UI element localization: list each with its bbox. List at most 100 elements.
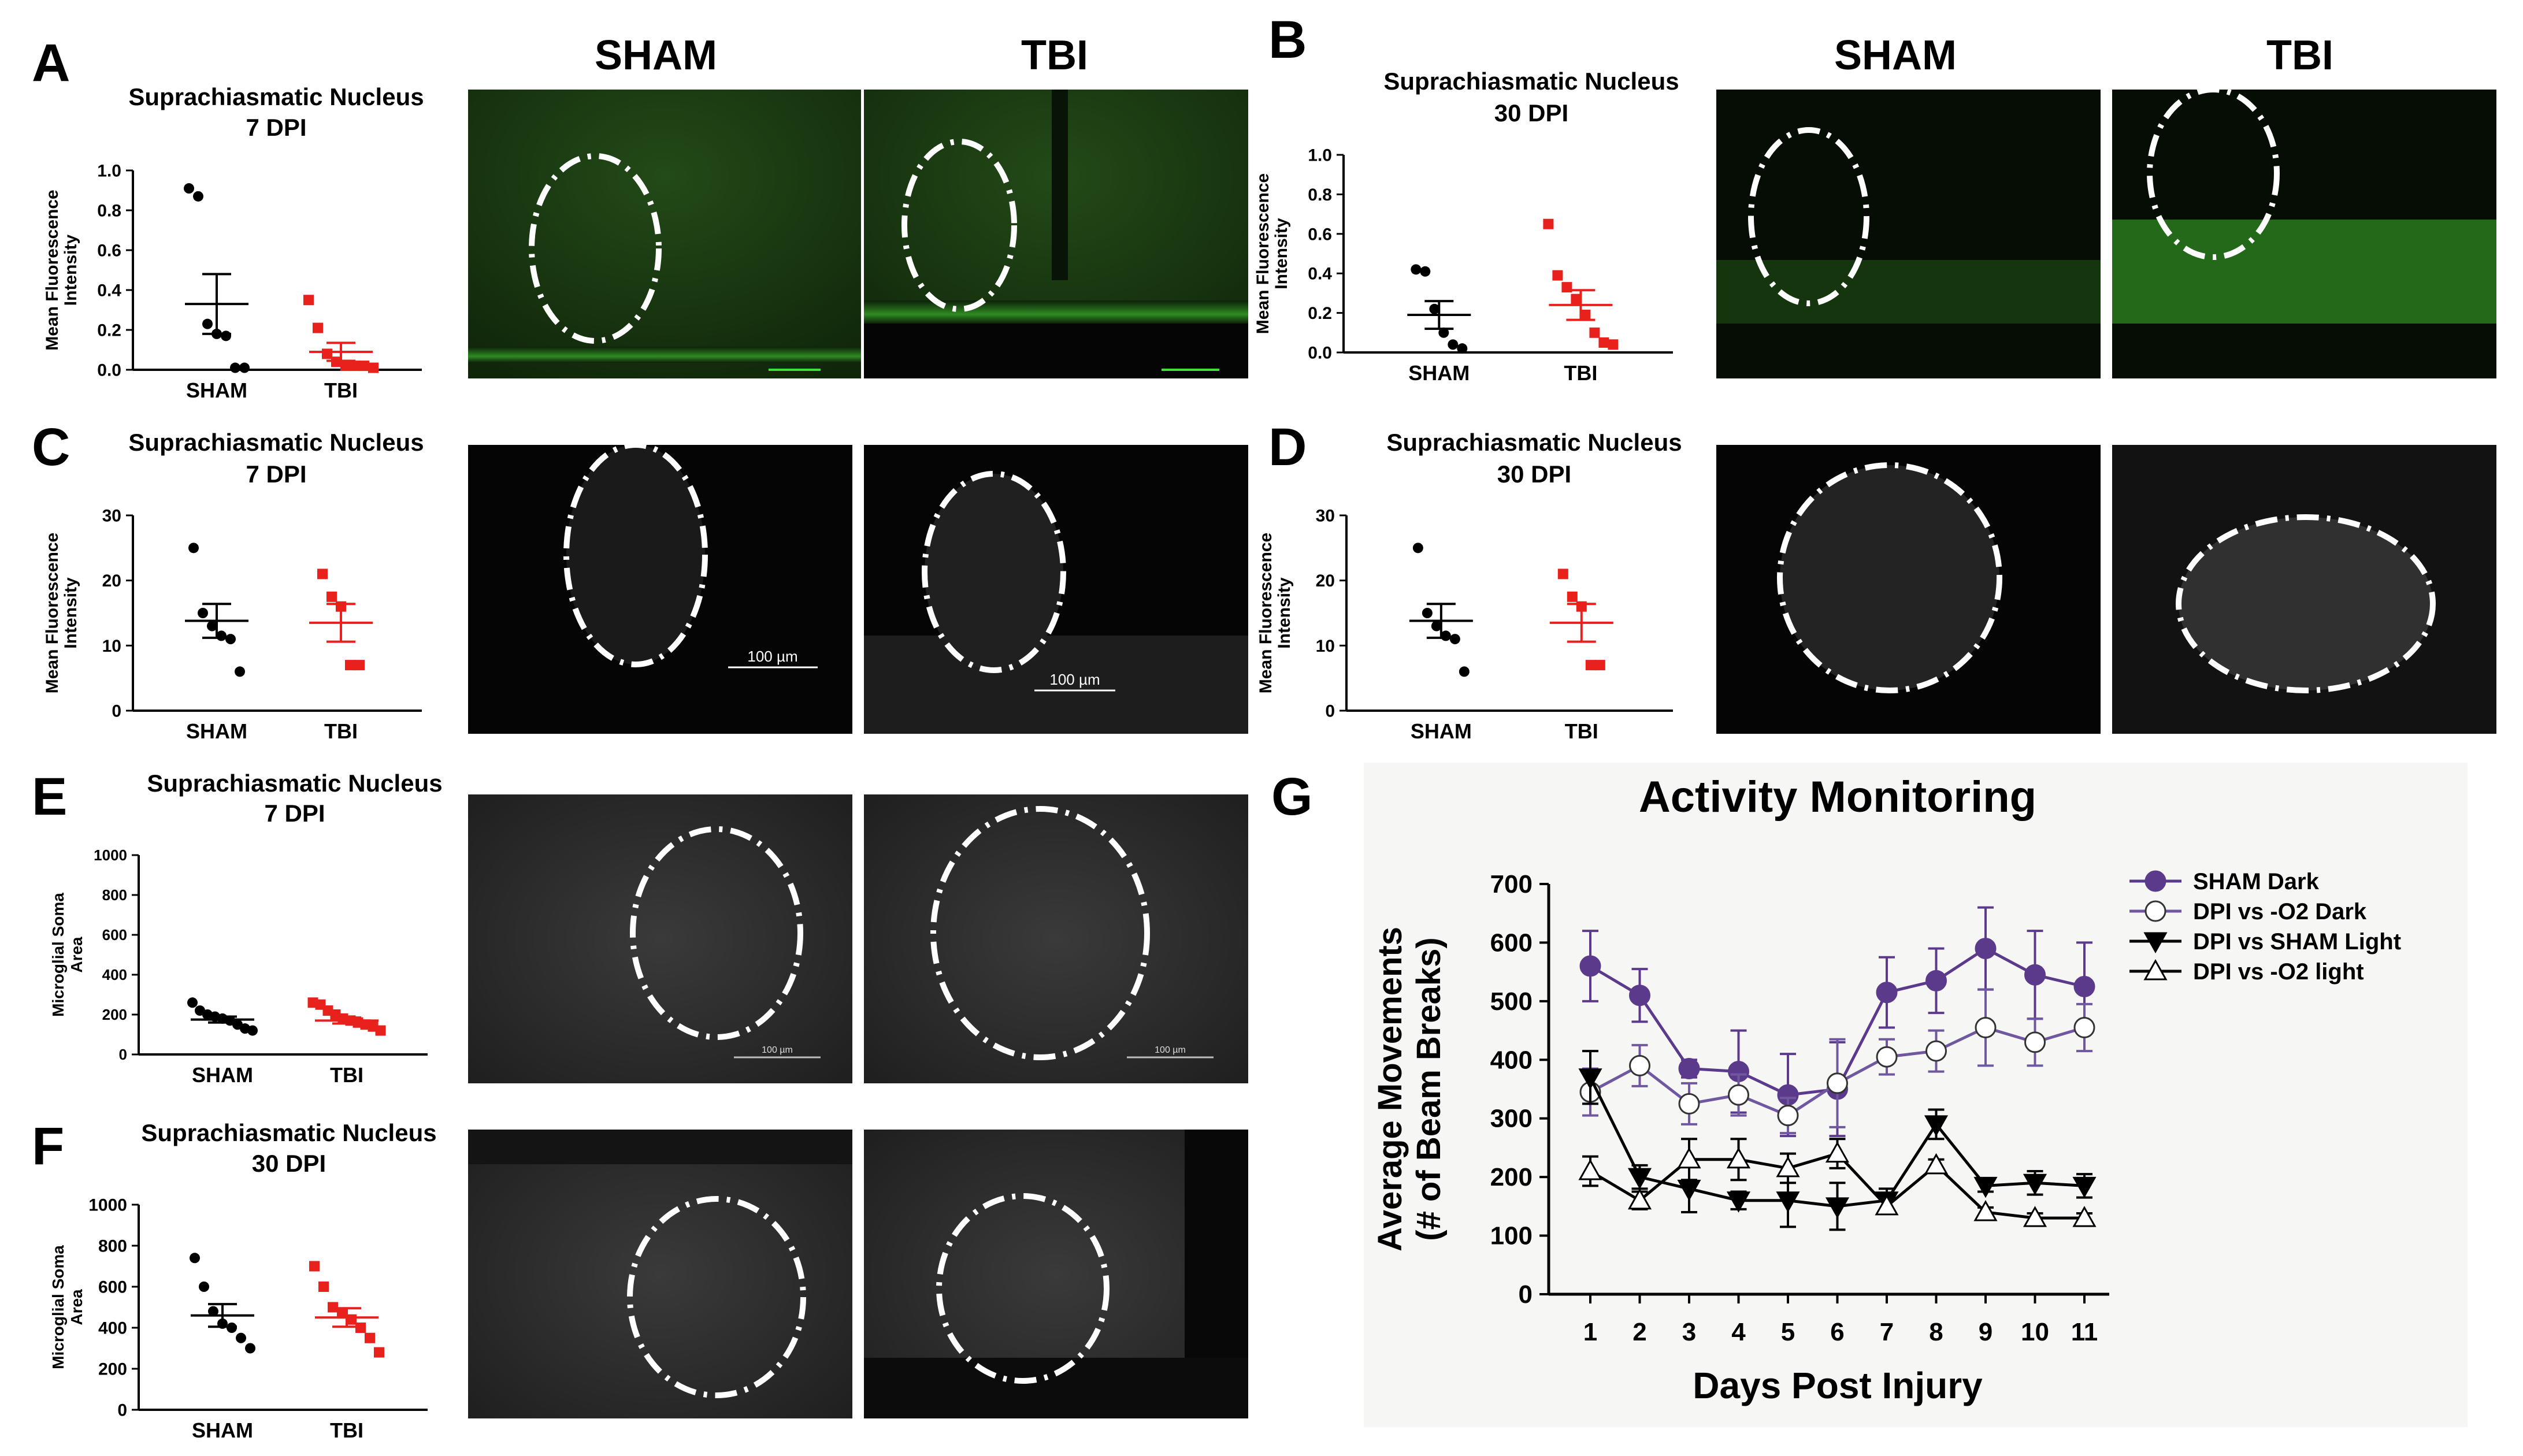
data-point-tbi — [365, 1332, 375, 1343]
y-tick-label: 20 — [1316, 571, 1335, 590]
x-tick-label: 10 — [2021, 1318, 2049, 1346]
x-tick-label: 2 — [1632, 1318, 1646, 1346]
data-point-dpi-vs-sham-light — [1726, 1191, 1751, 1213]
y-tick-label: 600 — [102, 926, 127, 944]
scatter-chart-c: 0 10 20 30 Mean Fluorescence Intensity SHAM TBI — [43, 507, 422, 743]
data-point-dpi-vs-o2-light — [1726, 1147, 1751, 1169]
data-point-tbi — [313, 322, 323, 333]
data-point-tbi — [1585, 660, 1596, 671]
data-point-sham-dark — [1925, 970, 1947, 991]
data-point-dpi-vs-o2-light — [1578, 1158, 1602, 1180]
x-tick-label: 11 — [2071, 1318, 2098, 1346]
y-tick-label: 600 — [1490, 928, 1533, 957]
legend-marker-dpi-vs-o2-light — [2143, 959, 2168, 980]
y-tick-label: 0.0 — [97, 361, 121, 380]
legend-label-dpi-vs-o2-light: DPI vs -O2 light — [2193, 959, 2364, 985]
data-point-tbi — [337, 1308, 347, 1319]
data-point-dpi-vs-o2-light — [1973, 1199, 1998, 1221]
line-chart-activity-monitoring: Activity Monitoring 0 100 200 300 400 500 600 70… — [1371, 772, 2401, 1406]
data-point-dpi-vs-sham-light — [1924, 1115, 1949, 1136]
x-category-label: SHAM — [1411, 719, 1472, 743]
data-point-dpi-vs-o2-dark — [1629, 1054, 1650, 1076]
y-axis-label-line1: Mean Fluorescence — [43, 533, 62, 693]
data-point-sham — [1429, 303, 1440, 314]
y-axis-label-line1: Average Movements — [1371, 927, 1409, 1251]
data-point-dpi-vs-sham-light — [2072, 1176, 2097, 1198]
activity-chart-background — [1364, 763, 2468, 1427]
x-category-label: TBI — [1564, 361, 1597, 385]
x-category-label: TBI — [330, 1063, 363, 1087]
micrograph-a-sham — [468, 90, 861, 378]
data-point-tbi — [350, 361, 360, 372]
y-axis-label-line2: Intensity — [61, 235, 80, 306]
y-tick-label: 400 — [98, 1319, 127, 1338]
y-tick-label: 0 — [117, 1401, 127, 1420]
panel-c-title-line2: 7 DPI — [246, 460, 306, 488]
data-point-sham — [1412, 543, 1423, 554]
y-axis-label-line2: (# of Beam Breaks) — [1410, 937, 1448, 1240]
data-point-dpi-vs-o2-dark — [1975, 1017, 1997, 1038]
data-point-sham-dark — [1629, 985, 1650, 1006]
data-point-dpi-vs-o2-light — [1677, 1147, 1701, 1169]
micrograph-e-sham: 100 µm — [468, 794, 852, 1083]
data-point-dpi-vs-o2-light — [1776, 1156, 1800, 1178]
scatter-chart-d: 0 10 20 30 Mean Fluorescence Intensity SHAM TBI — [1256, 507, 1673, 743]
data-point-dpi-vs-sham-light — [1776, 1191, 1800, 1213]
y-tick-label: 0.6 — [97, 242, 121, 261]
scale-bar-label-e-tbi: 100 µm — [1155, 1045, 1186, 1055]
data-point-sham — [245, 1343, 255, 1354]
data-point-dpi-vs-sham-light — [1627, 1168, 1652, 1190]
y-tick-label: 0 — [1519, 1280, 1533, 1309]
data-point-tbi — [309, 1261, 320, 1272]
micrograph-e-tbi: 100 µm — [864, 794, 1248, 1083]
data-point-sham-dark — [1876, 982, 1898, 1004]
micrograph-b-tbi — [2112, 87, 2496, 378]
y-axis-label-line1: Microglial Soma — [49, 893, 67, 1017]
data-point-dpi-vs-o2-dark — [1678, 1093, 1700, 1115]
x-category-label: TBI — [324, 378, 358, 402]
header-tbi-right: TBI — [2266, 32, 2333, 79]
y-tick-label: 10 — [102, 637, 121, 656]
x-tick-label: 3 — [1682, 1318, 1696, 1346]
data-point-dpi-vs-o2-dark — [2024, 1031, 2046, 1053]
panel-e-title-line1: Suprachiasmatic Nucleus — [147, 770, 442, 797]
data-point-sham — [1449, 634, 1460, 645]
panel-letter-b: B — [1268, 10, 1307, 69]
scatter-chart-f: 0 200 400 600 800 1000 Microglial Soma Area SHAM… — [49, 1196, 428, 1442]
y-tick-label: 0.2 — [1308, 304, 1332, 323]
data-point-dpi-vs-sham-light — [1973, 1176, 1998, 1198]
y-tick-label: 600 — [98, 1278, 127, 1297]
y-tick-label: 800 — [102, 886, 127, 904]
panel-letter-a: A — [32, 34, 70, 92]
scatter-chart-b: 0.0 0.2 0.4 0.6 0.8 1.0 Mean Fluorescence Inten… — [1253, 146, 1673, 385]
micrograph-c-sham: 100 µm — [468, 442, 852, 734]
data-point-dpi-vs-o2-dark — [1876, 1046, 1898, 1068]
data-point-sham — [239, 362, 250, 373]
data-point-tbi — [318, 1282, 329, 1292]
data-point-tbi — [375, 1025, 386, 1036]
data-point-tbi — [340, 361, 351, 372]
y-tick-label: 200 — [1490, 1163, 1533, 1191]
y-tick-label: 1.0 — [1308, 146, 1332, 165]
data-point-sham — [235, 666, 245, 677]
y-axis-label-line1: Mean Fluorescence — [1256, 533, 1275, 693]
data-point-sham — [1420, 266, 1431, 277]
data-point-tbi — [1594, 660, 1605, 671]
y-axis-label-line2: Area — [68, 1289, 86, 1325]
y-tick-label: 800 — [98, 1237, 127, 1256]
y-axis-label-line2: Area — [68, 937, 86, 973]
y-tick-label: 0 — [112, 702, 121, 721]
scatter-chart-a: 0.0 0.2 0.4 0.6 0.8 1.0 Mean Fluorescence Inten… — [43, 162, 422, 402]
y-tick-label: 1000 — [94, 846, 127, 864]
data-point-sham — [184, 183, 194, 194]
data-point-sham — [187, 997, 198, 1008]
panel-a-title-line1: Suprachiasmatic Nucleus — [128, 83, 424, 110]
data-point-sham — [1457, 343, 1468, 354]
data-point-dpi-vs-o2-light — [1627, 1188, 1652, 1210]
x-tick-label: 5 — [1781, 1318, 1795, 1346]
data-point-tbi — [1608, 339, 1619, 350]
data-point-tbi — [1543, 218, 1554, 229]
data-point-sham-dark — [1579, 955, 1601, 977]
x-tick-label: 8 — [1929, 1318, 1943, 1346]
data-point-sham — [1411, 264, 1422, 275]
